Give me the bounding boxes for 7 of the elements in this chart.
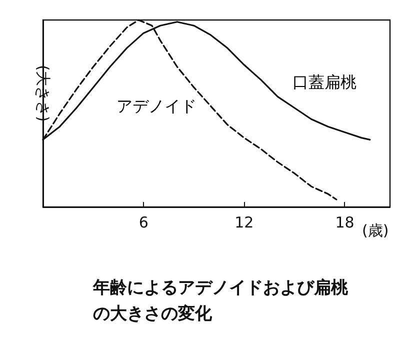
series-label: 口蓋扁桃 <box>292 72 356 92</box>
x-tick-label: 6 <box>138 214 148 232</box>
x-tick-label: 18 <box>335 214 354 232</box>
series-label: アデノイド <box>116 96 197 116</box>
x-axis-title: (歳) <box>362 222 389 240</box>
x-tick-label: 12 <box>234 214 254 232</box>
text: 年齢によるアデノイドおよび扁桃の大きさの変化 <box>92 278 349 324</box>
